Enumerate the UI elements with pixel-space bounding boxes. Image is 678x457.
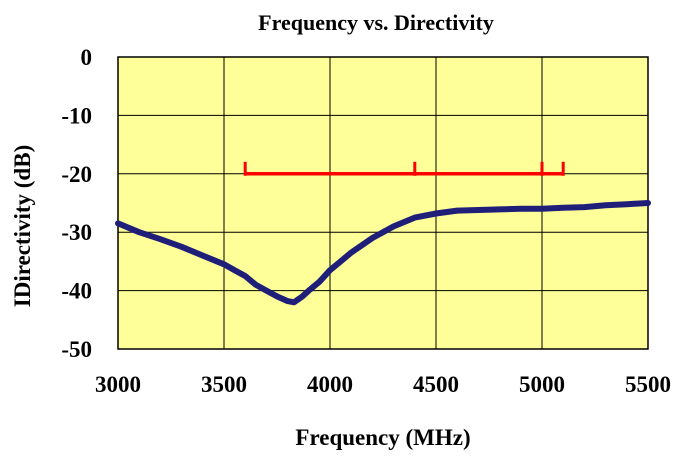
series-layer	[115, 161, 651, 306]
chart-title: Frequency vs. Directivity	[258, 10, 494, 35]
x-tick-label: 5000	[519, 372, 565, 397]
y-tick-label: -10	[61, 103, 92, 128]
x-tick-labels: 3000 3500 4000 4500 5000 5500	[95, 372, 671, 397]
y-tick-label: 0	[81, 45, 93, 70]
x-axis-label: Frequency (MHz)	[295, 425, 470, 450]
x-tick-label: 4000	[307, 372, 353, 397]
x-tick-label: 3000	[95, 372, 141, 397]
series-line-0	[115, 200, 651, 306]
x-tick-label: 5500	[625, 372, 671, 397]
x-tick-label: 3500	[201, 372, 247, 397]
y-tick-label: -30	[61, 220, 92, 245]
plot-background	[117, 56, 649, 350]
y-tick-label: -20	[61, 162, 92, 187]
y-tick-label: -40	[61, 279, 92, 304]
y-tick-labels: 0 -10 -20 -30 -40 -50	[61, 45, 92, 362]
plot-area	[115, 56, 651, 350]
y-tick-label: -50	[61, 337, 92, 362]
x-tick-label: 4500	[413, 372, 459, 397]
y-axis-label: IDirectivity (dB)	[10, 145, 35, 307]
